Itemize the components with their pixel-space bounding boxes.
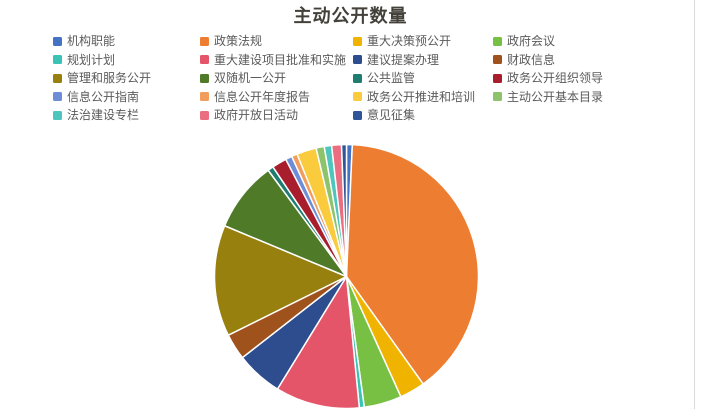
legend-marker-icon xyxy=(53,36,62,46)
legend-item-14[interactable]: 信息公开年度报告 xyxy=(200,88,353,107)
legend-item-12[interactable]: 政务公开组织领导 xyxy=(493,69,663,88)
right-border-line xyxy=(694,0,695,409)
legend-item-19[interactable]: 意见征集 xyxy=(353,106,493,125)
legend-label: 政策法规 xyxy=(214,34,263,49)
legend-marker-icon xyxy=(493,36,502,46)
legend-label: 财政信息 xyxy=(507,52,556,67)
legend-item-15[interactable]: 政务公开推进和培训 xyxy=(353,88,493,107)
legend-label: 政务公开推进和培训 xyxy=(367,89,476,104)
legend-marker-icon xyxy=(53,92,62,102)
legend-label: 公共监管 xyxy=(367,71,416,86)
pie-slice-9[interactable] xyxy=(213,225,348,336)
legend-item-3[interactable]: 重大决策预公开 xyxy=(353,32,493,51)
legend: 机构职能 政策法规 重大决策预公开 政府会议规划计划 重大建设项目批准和实施 建议提案办理… xyxy=(53,32,663,125)
chart-title: 主动公开数量 xyxy=(293,6,408,26)
legend-marker-icon xyxy=(353,110,362,120)
legend-item-17[interactable]: 法治建设专栏 xyxy=(53,106,200,125)
pie-chart-area xyxy=(213,143,480,409)
legend-item-9[interactable]: 管理和服务公开 xyxy=(53,69,200,88)
pie-slice-19[interactable] xyxy=(340,143,348,278)
legend-marker-icon xyxy=(493,92,502,102)
legend-label: 重大决策预公开 xyxy=(367,34,452,49)
legend-label: 重大建设项目批准和实施 xyxy=(214,52,347,67)
legend-marker-icon xyxy=(200,73,209,83)
legend-label: 主动公开基本目录 xyxy=(507,89,604,104)
pie-slice-6[interactable] xyxy=(276,275,361,409)
legend-marker-icon xyxy=(353,36,362,46)
legend-marker-icon xyxy=(53,55,62,65)
legend-label: 双随机一公开 xyxy=(214,71,287,86)
legend-label: 意见征集 xyxy=(367,108,416,123)
legend-marker-icon xyxy=(353,92,362,102)
legend-marker-icon xyxy=(493,55,502,65)
legend-label: 机构职能 xyxy=(67,34,116,49)
legend-item-18[interactable]: 政府开放日活动 xyxy=(200,106,353,125)
legend-label: 建议提案办理 xyxy=(367,52,440,67)
legend-label: 管理和服务公开 xyxy=(67,71,152,86)
legend-label: 政务公开组织领导 xyxy=(507,71,604,86)
legend-marker-icon xyxy=(200,55,209,65)
legend-label: 规划计划 xyxy=(67,52,116,67)
legend-marker-icon xyxy=(493,73,502,83)
pie-slice-2[interactable] xyxy=(345,143,480,385)
legend-item-10[interactable]: 双随机一公开 xyxy=(200,69,353,88)
legend-marker-icon xyxy=(200,110,209,120)
legend-marker-icon xyxy=(200,36,209,46)
legend-label: 政府会议 xyxy=(507,34,556,49)
legend-marker-icon xyxy=(53,110,62,120)
legend-item-4[interactable]: 政府会议 xyxy=(493,32,663,51)
legend-label: 政府开放日活动 xyxy=(214,108,299,123)
legend-item-16[interactable]: 主动公开基本目录 xyxy=(493,88,663,107)
legend-item-11[interactable]: 公共监管 xyxy=(353,69,493,88)
legend-item-7[interactable]: 建议提案办理 xyxy=(353,51,493,70)
legend-label: 信息公开指南 xyxy=(67,89,140,104)
legend-marker-icon xyxy=(353,73,362,83)
legend-item-1[interactable]: 机构职能 xyxy=(53,32,200,51)
legend-label: 法治建设专栏 xyxy=(67,108,140,123)
legend-item-2[interactable]: 政策法规 xyxy=(200,32,353,51)
legend-marker-icon xyxy=(53,73,62,83)
legend-item-8[interactable]: 财政信息 xyxy=(493,51,663,70)
legend-label: 信息公开年度报告 xyxy=(214,89,311,104)
legend-item-13[interactable]: 信息公开指南 xyxy=(53,88,200,107)
legend-item-6[interactable]: 重大建设项目批准和实施 xyxy=(200,51,353,70)
legend-marker-icon xyxy=(200,92,209,102)
pie-chart xyxy=(213,143,480,409)
legend-item-5[interactable]: 规划计划 xyxy=(53,51,200,70)
legend-marker-icon xyxy=(353,55,362,65)
